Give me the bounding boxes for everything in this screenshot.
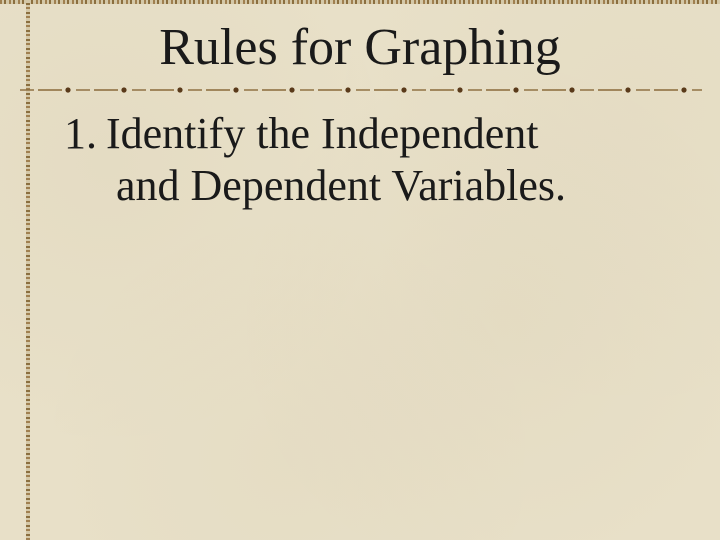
slide: Rules for Graphing xyxy=(0,0,720,540)
bullet-line-1: 1.Identify the Independent xyxy=(64,108,684,160)
texture-strip-left xyxy=(26,0,30,540)
slide-body: 1.Identify the Independent and Dependent… xyxy=(64,108,684,212)
body-text-line1: Identify the Independent xyxy=(106,109,539,158)
title-divider xyxy=(18,86,702,94)
texture-strip-top xyxy=(0,0,720,4)
divider-icon xyxy=(18,86,702,94)
slide-title: Rules for Graphing xyxy=(0,18,720,77)
body-text-line2: and Dependent Variables. xyxy=(64,160,684,212)
bullet-number: 1. xyxy=(64,108,106,160)
